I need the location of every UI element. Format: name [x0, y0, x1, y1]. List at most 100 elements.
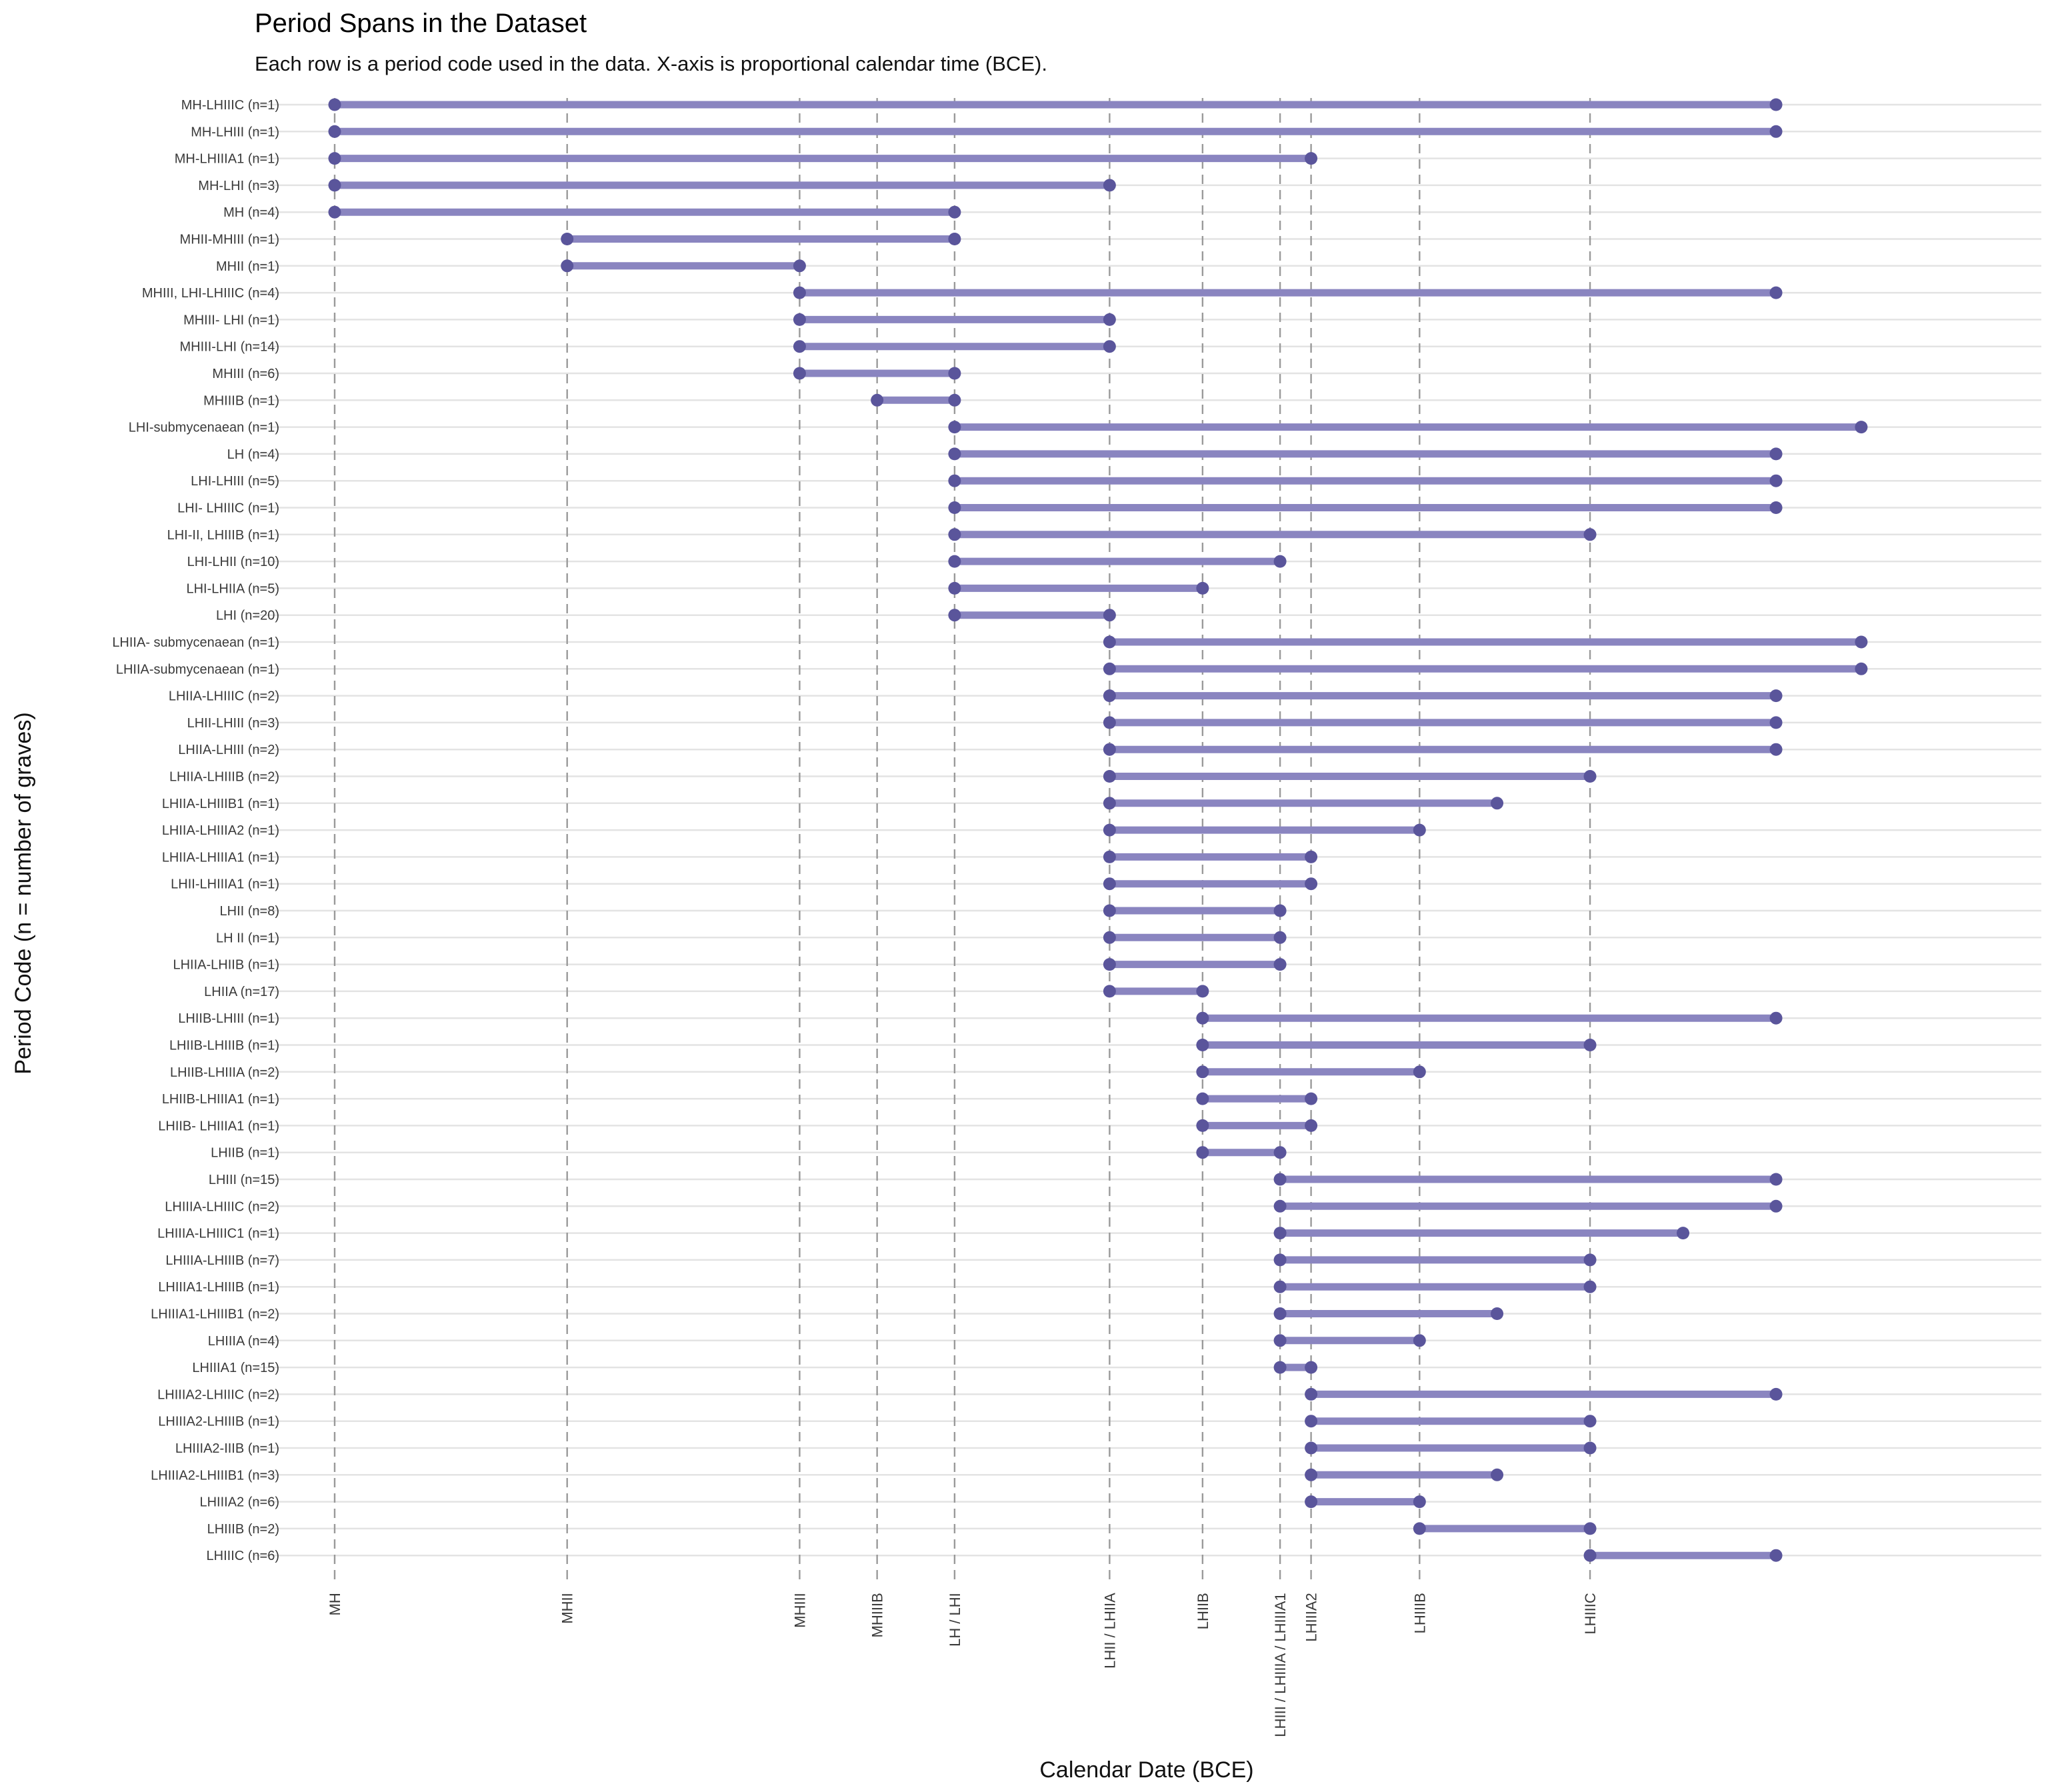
period-boundary-lines [333, 98, 1591, 1584]
period-code-label: LHIIIA-LHIIIC1 (n=1) [157, 1227, 279, 1241]
span-end-point [1769, 286, 1783, 299]
period-code-label: MH-LHIIIA1 (n=1) [175, 152, 279, 167]
period-code-label: LHIIIA1-LHIIIB (n=1) [158, 1280, 279, 1295]
period-code-label: LHIIA (n=17) [204, 985, 279, 999]
period-code-label: LHIIA-submycenaean (n=1) [116, 662, 279, 677]
span-start-point [1196, 1119, 1209, 1132]
x-tick-label: LHIII / LHIIIA / LHIIIA1 [1272, 1593, 1289, 1737]
period-code-label: LHIIA-LHIIB (n=1) [173, 958, 279, 973]
period-code-label: LHI-II, LHIIIB (n=1) [167, 528, 279, 543]
span-end-point [948, 393, 961, 407]
period-code-label: LHIIIC (n=6) [207, 1549, 279, 1563]
span-start-point [793, 286, 806, 299]
period-code-label: MH (n=4) [223, 205, 279, 220]
span-start-point [1305, 1495, 1318, 1509]
period-code-label: LH II (n=1) [216, 931, 279, 945]
span-end-point [1769, 1011, 1783, 1025]
span-start-point [793, 313, 806, 326]
span-end-point [1491, 1307, 1504, 1320]
period-code-label: LHI-LHII (n=10) [187, 555, 279, 569]
span-end-point [1413, 1495, 1426, 1509]
period-code-label: MHII (n=1) [216, 259, 279, 274]
span-start-point [1103, 716, 1116, 729]
span-end-point [1305, 850, 1318, 863]
span-start-point [328, 179, 341, 192]
span-end-point [1305, 152, 1318, 165]
period-code-label: LHI- LHIIIC (n=1) [177, 501, 279, 516]
period-code-label: LHIIIA-LHIIIB (n=7) [165, 1253, 279, 1268]
span-start-point [1305, 1415, 1318, 1428]
period-code-label: LHIIIA2 (n=6) [199, 1495, 279, 1510]
period-code-label: LHIIA-LHIIIB (n=2) [169, 770, 279, 785]
span-end-point [1769, 743, 1783, 756]
period-code-label: LH (n=4) [227, 447, 279, 462]
period-code-label: MHIII, LHI-LHIIIC (n=4) [142, 286, 279, 301]
span-start-point [1413, 1522, 1426, 1535]
span-start-point [1103, 985, 1116, 998]
span-start-point [1273, 1334, 1287, 1347]
span-start-point [793, 340, 806, 353]
span-end-point [1305, 1361, 1318, 1374]
period-code-label: LHIIB-LHIIIA1 (n=1) [162, 1092, 279, 1107]
period-code-label: LHIIB- LHIIIA1 (n=1) [158, 1119, 279, 1133]
span-start-point [1103, 770, 1116, 783]
span-end-point [1413, 1334, 1426, 1347]
span-end-point [948, 367, 961, 380]
span-start-point [1583, 1549, 1597, 1562]
span-end-point [1769, 501, 1783, 514]
span-end-point [1855, 635, 1868, 649]
span-start-point [1196, 1092, 1209, 1105]
period-code-label: LHIII (n=15) [209, 1173, 279, 1187]
span-start-point [561, 233, 574, 245]
span-start-point [1273, 1361, 1287, 1374]
span-end-point [1583, 1253, 1597, 1267]
period-code-label: LHIIIA2-LHIIIC (n=2) [157, 1387, 279, 1402]
period-code-label: LHIIIA2-LHIIIB1 (n=3) [151, 1468, 279, 1483]
span-bars [328, 98, 1868, 1562]
x-tick-label: LHIIIC [1582, 1593, 1599, 1634]
x-axis-title: Calendar Date (BCE) [1039, 1757, 1253, 1783]
span-end-point [1273, 931, 1287, 944]
span-end-point [1583, 1415, 1597, 1428]
span-start-point [1273, 1253, 1287, 1267]
span-end-point [948, 233, 961, 245]
x-tick-label: LHIIIA2 [1303, 1593, 1320, 1641]
span-start-point [793, 367, 806, 380]
span-start-point [948, 474, 961, 487]
x-tick-label: MHII [559, 1593, 576, 1623]
span-start-point [1273, 1307, 1287, 1320]
span-end-point [1769, 1549, 1783, 1562]
span-start-point [328, 205, 341, 219]
chart-subtitle: Each row is a period code used in the da… [255, 52, 1047, 75]
span-end-point [793, 259, 806, 273]
span-end-point [1103, 313, 1116, 326]
span-end-point [1583, 770, 1597, 783]
span-end-point [1583, 1039, 1597, 1051]
span-end-point [1491, 1468, 1504, 1481]
span-start-point [328, 152, 341, 165]
period-code-label: LHIIB (n=1) [211, 1146, 279, 1161]
span-end-point [1769, 716, 1783, 729]
span-end-point [1196, 581, 1209, 595]
period-code-label: LHI-LHIIA (n=5) [186, 581, 279, 596]
period-code-label: LHIIA-LHIII (n=2) [178, 743, 279, 757]
period-code-labels: MH-LHIIIC (n=1) MH-LHIII (n=1) MH-LHIIIA1 … [112, 98, 279, 1563]
span-end-point [1855, 662, 1868, 675]
y-axis-title: Period Code (n = number of graves) [11, 712, 36, 1074]
span-end-point [1769, 125, 1783, 138]
x-tick-label: LHIIB [1195, 1593, 1211, 1629]
span-end-point [1769, 474, 1783, 487]
period-code-label: LHIIB-LHIII (n=1) [178, 1011, 279, 1026]
period-code-label: LHIIIA-LHIIIC (n=2) [165, 1199, 279, 1214]
period-code-label: LHI (n=20) [216, 609, 279, 623]
period-code-label: LHIIA-LHIIIA1 (n=1) [162, 850, 279, 865]
period-code-label: MH-LHIIIC (n=1) [181, 98, 279, 113]
period-code-label: LHIIB-LHIIIA (n=2) [170, 1065, 279, 1080]
x-tick-label: MHIIIB [869, 1593, 886, 1637]
span-start-point [1196, 1146, 1209, 1159]
span-end-point [1196, 985, 1209, 998]
x-axis-tick-labels: MH MHII MHIII MHIIIB LH / LHI LHII / LHIIA LHI… [327, 1593, 1599, 1737]
span-start-point [948, 501, 961, 514]
span-start-point [1305, 1441, 1318, 1455]
